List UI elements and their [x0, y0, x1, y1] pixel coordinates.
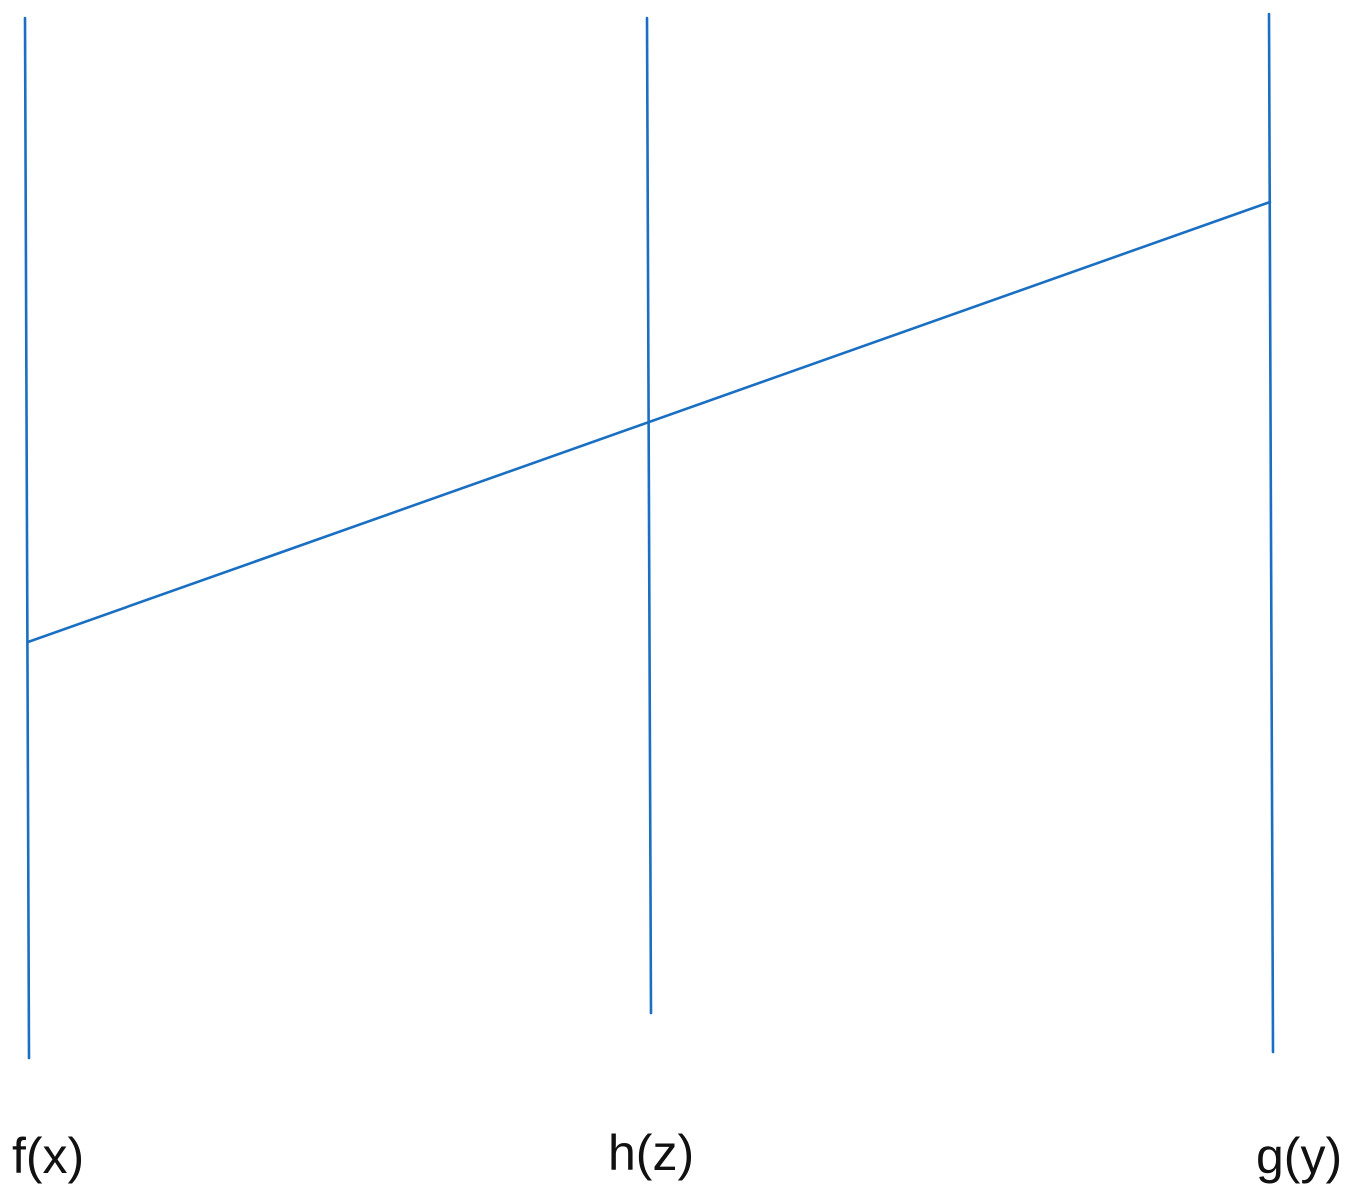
h-axis-label: h(z) — [608, 1125, 694, 1181]
h-axis-line — [645, 16, 653, 1015]
g-axis-label: g(y) — [1256, 1128, 1342, 1184]
g-axis-line — [1267, 12, 1275, 1054]
connecting-line — [26, 200, 1272, 644]
f-axis-label: f(x) — [12, 1128, 84, 1184]
f-axis-line — [23, 16, 31, 1060]
